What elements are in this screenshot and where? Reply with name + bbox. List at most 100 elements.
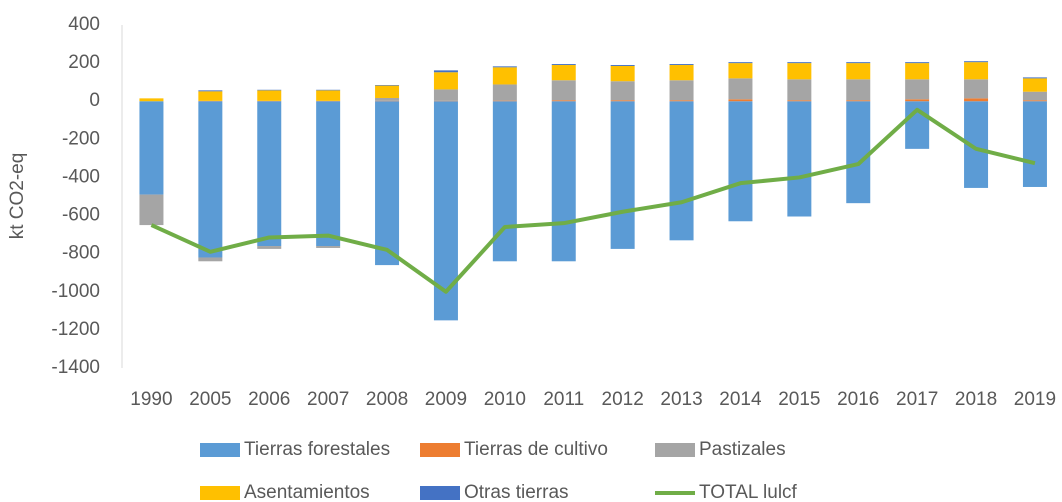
y-tick-label: -1000 bbox=[51, 281, 100, 302]
x-tick-label: 2016 bbox=[837, 389, 879, 410]
legend-swatch bbox=[200, 443, 240, 457]
bar bbox=[728, 101, 753, 222]
bar bbox=[139, 101, 164, 195]
bar bbox=[787, 62, 812, 64]
y-tick-label: -200 bbox=[62, 128, 100, 149]
bar bbox=[846, 62, 871, 64]
bar bbox=[669, 80, 694, 101]
bar bbox=[728, 99, 753, 102]
y-tick-label: -1200 bbox=[51, 319, 100, 340]
x-tick-label: 2005 bbox=[189, 389, 231, 410]
bar bbox=[198, 90, 223, 92]
bar bbox=[669, 100, 694, 102]
bar bbox=[905, 99, 930, 102]
legend-swatch bbox=[420, 486, 460, 500]
bar bbox=[492, 100, 517, 102]
y-tick-label: -400 bbox=[62, 166, 100, 187]
bar bbox=[316, 101, 341, 247]
bar bbox=[846, 63, 871, 80]
bar bbox=[787, 79, 812, 101]
x-tick-label: 2009 bbox=[425, 389, 467, 410]
bar bbox=[433, 70, 458, 73]
y-tick-label: -800 bbox=[62, 243, 100, 264]
legend-label: Otras tierras bbox=[464, 482, 569, 502]
bar bbox=[551, 100, 576, 102]
bar bbox=[610, 81, 635, 101]
bar bbox=[551, 65, 576, 81]
bar bbox=[787, 100, 812, 102]
bar bbox=[669, 101, 694, 241]
bar bbox=[787, 63, 812, 80]
bar bbox=[375, 97, 400, 101]
bar bbox=[1022, 78, 1047, 92]
x-tick-label: 2015 bbox=[778, 389, 820, 410]
x-tick-label: 2012 bbox=[602, 389, 644, 410]
bar bbox=[551, 80, 576, 101]
bar bbox=[551, 64, 576, 66]
x-tick-label: 2014 bbox=[719, 389, 762, 410]
bar bbox=[257, 101, 282, 247]
y-tick-label: 400 bbox=[68, 14, 100, 35]
bar bbox=[492, 66, 517, 68]
x-tick-label: 2019 bbox=[1014, 389, 1056, 410]
bar bbox=[257, 246, 282, 249]
line bbox=[150, 107, 1036, 294]
bar bbox=[1022, 77, 1047, 79]
bar bbox=[492, 101, 517, 262]
bar bbox=[198, 257, 223, 262]
bar bbox=[610, 65, 635, 82]
x-tick-label: 2011 bbox=[543, 389, 584, 410]
bar bbox=[316, 89, 341, 91]
bar bbox=[433, 72, 458, 90]
y-tick-label: 0 bbox=[89, 90, 100, 111]
bar bbox=[1022, 101, 1047, 187]
y-tick-label: 200 bbox=[68, 52, 100, 73]
legend-label: TOTAL lulcf bbox=[699, 482, 798, 502]
bar bbox=[1022, 91, 1047, 101]
bar bbox=[610, 65, 635, 66]
bar bbox=[846, 101, 871, 204]
bar bbox=[846, 100, 871, 102]
bar bbox=[139, 98, 164, 102]
x-tick-label: 2006 bbox=[248, 389, 290, 410]
bar bbox=[669, 65, 694, 81]
bar bbox=[316, 246, 341, 248]
legend-label: Pastizales bbox=[699, 439, 786, 460]
bar bbox=[551, 101, 576, 262]
bar bbox=[964, 61, 989, 63]
legend-swatch bbox=[420, 443, 460, 457]
bar bbox=[964, 98, 989, 102]
bar bbox=[846, 79, 871, 101]
bar bbox=[905, 63, 930, 80]
y-tick-label: -600 bbox=[62, 205, 100, 226]
x-tick-label: 2017 bbox=[896, 389, 938, 410]
bar bbox=[139, 194, 164, 226]
bar bbox=[728, 78, 753, 100]
bar bbox=[375, 85, 400, 98]
bar bbox=[1022, 100, 1047, 102]
y-tick-label: -1400 bbox=[51, 357, 100, 378]
bar bbox=[610, 100, 635, 102]
bar bbox=[198, 91, 223, 101]
bar bbox=[375, 101, 400, 266]
bar bbox=[257, 90, 282, 101]
legend-label: Asentamientos bbox=[244, 482, 370, 502]
bar bbox=[905, 62, 930, 64]
y-axis-label: kt CO2-eq bbox=[7, 153, 28, 240]
bar bbox=[728, 63, 753, 79]
bar bbox=[728, 62, 753, 64]
bar bbox=[492, 67, 517, 85]
x-tick-label: 2010 bbox=[484, 389, 526, 410]
legend-swatch bbox=[655, 443, 695, 457]
bar bbox=[610, 101, 635, 249]
bar bbox=[669, 64, 694, 66]
legend-label: Tierras de cultivo bbox=[464, 439, 608, 460]
x-tick-label: 1990 bbox=[130, 389, 172, 410]
bar bbox=[375, 85, 400, 86]
bar bbox=[316, 90, 341, 101]
bar bbox=[198, 101, 223, 258]
x-tick-label: 2007 bbox=[307, 389, 349, 410]
x-tick-label: 2018 bbox=[955, 389, 997, 410]
bar bbox=[964, 79, 989, 99]
